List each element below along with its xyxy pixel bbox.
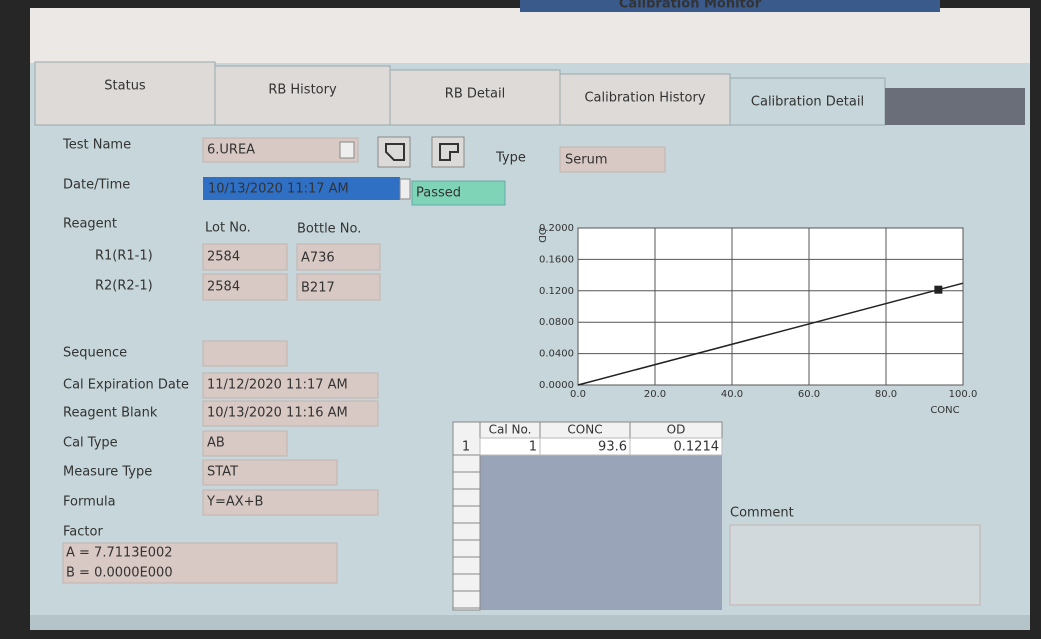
field-value: 10/13/2020 11:16 AM xyxy=(207,406,348,421)
cell-value: 93.6 xyxy=(598,440,627,455)
plot-area xyxy=(578,228,963,385)
label: Date/Time xyxy=(63,178,130,193)
label: Reagent xyxy=(63,217,117,232)
tab-label: Calibration Detail xyxy=(751,95,864,110)
select-value: 6.UREA xyxy=(207,143,255,158)
label: Type xyxy=(495,151,526,166)
label: Factor xyxy=(63,525,103,540)
x-tick-label: 0.0 xyxy=(570,389,586,400)
field-value: AB xyxy=(207,436,225,451)
y-tick-label: 0.0800 xyxy=(539,317,574,328)
tab-filler xyxy=(885,88,1025,125)
tab-label: Calibration History xyxy=(584,91,705,106)
bottom-band xyxy=(30,615,1030,630)
label: Cal Expiration Date xyxy=(63,378,189,393)
y-axis-label: OD xyxy=(536,227,547,243)
factor-line: A = 7.7113E002 xyxy=(66,546,173,561)
y-tick-label: 0.0400 xyxy=(539,349,574,360)
field-value: B217 xyxy=(301,281,335,296)
y-tick-label: 0.1200 xyxy=(539,286,574,297)
x-tick-label: 60.0 xyxy=(798,389,820,400)
cell-value: 0.1214 xyxy=(674,440,720,455)
table-body xyxy=(480,455,722,610)
label: Cal Type xyxy=(63,436,118,451)
x-axis-label: CONC xyxy=(930,405,959,416)
status: Passed xyxy=(416,186,461,201)
window-title: Calibration Monitor xyxy=(619,0,762,12)
label: Reagent Blank xyxy=(63,406,158,421)
screen: Calibration Monitor Status RB History RB De… xyxy=(0,0,1041,639)
column-header-label: CONC xyxy=(567,423,602,437)
comment-box xyxy=(730,525,980,605)
factor-line: B = 0.0000E000 xyxy=(66,566,173,581)
select-value: 10/13/2020 11:17 AM xyxy=(208,182,349,197)
dropdown-button[interactable] xyxy=(340,142,354,158)
label: Lot No. xyxy=(205,221,251,236)
label: Sequence xyxy=(63,346,127,361)
field-value: STAT xyxy=(207,465,238,480)
y-tick-label: 0.0000 xyxy=(539,380,574,391)
column-header-label: OD xyxy=(667,423,686,437)
field-value: A736 xyxy=(301,251,335,266)
title-band xyxy=(30,8,1030,63)
field-value: Serum xyxy=(565,153,608,168)
x-tick-label: 100.0 xyxy=(949,389,978,400)
label: Comment xyxy=(730,506,794,521)
label: R2(R2-1) xyxy=(95,279,153,294)
field-value: 2584 xyxy=(207,280,240,295)
x-tick-label: 80.0 xyxy=(875,389,897,400)
label: Formula xyxy=(63,495,116,510)
tab-label: Status xyxy=(104,79,146,94)
label: Test Name xyxy=(62,138,131,153)
x-tick-label: 40.0 xyxy=(721,389,743,400)
label: R1(R1-1) xyxy=(95,249,153,264)
label: Measure Type xyxy=(63,465,152,480)
tab-label: RB Detail xyxy=(445,87,505,102)
x-tick-label: 20.0 xyxy=(644,389,666,400)
field-value: 2584 xyxy=(207,250,240,265)
row-index: 1 xyxy=(462,440,470,455)
tab-label: RB History xyxy=(268,83,337,98)
dropdown-button[interactable] xyxy=(400,179,410,199)
y-tick-label: 0.1600 xyxy=(539,254,574,265)
field-value: 11/12/2020 11:17 AM xyxy=(207,378,348,393)
icon-button[interactable] xyxy=(432,137,464,167)
cell-value: 1 xyxy=(529,440,537,455)
field-value: Y=AX+B xyxy=(206,495,263,510)
cal-point xyxy=(934,286,942,294)
tab[interactable] xyxy=(35,62,215,125)
label: Bottle No. xyxy=(297,222,361,237)
field xyxy=(203,341,287,366)
icon-button[interactable] xyxy=(378,137,410,167)
column-header-label: Cal No. xyxy=(489,423,532,437)
